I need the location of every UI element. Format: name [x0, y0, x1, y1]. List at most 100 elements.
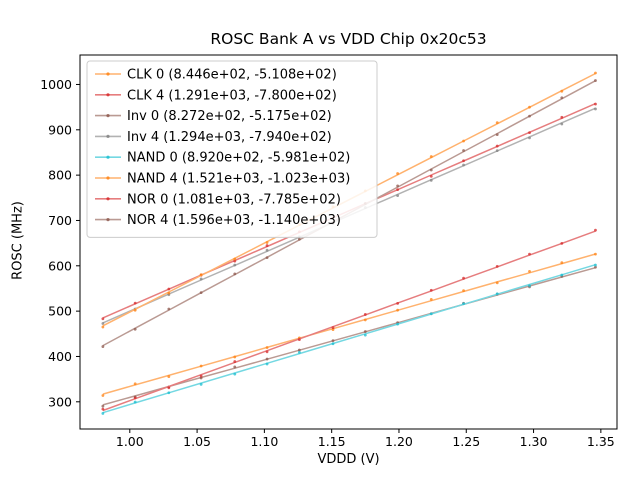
series-marker-CLK-0 [429, 298, 433, 301]
series-marker-CLK-0 [199, 364, 203, 368]
y-tick-label: 700 [48, 213, 72, 228]
series-marker-NOR-4 [396, 184, 400, 188]
series-marker-NOR-0 [495, 264, 499, 268]
legend-label: CLK 4 (1.291e+03, -7.800e+02) [127, 88, 337, 103]
series-line-NOR-0 [102, 230, 596, 412]
series-marker-NOR-0 [167, 386, 171, 390]
series-marker-CLK-4 [429, 174, 433, 178]
series-marker-Inv-0 [233, 365, 237, 369]
series-line-CLK-0 [102, 253, 596, 395]
series-marker-NOR-4 [233, 272, 237, 276]
series-marker-NOR-0 [331, 326, 335, 330]
series-marker-NOR-4 [560, 96, 564, 100]
series-marker-Inv-0 [265, 357, 269, 361]
series-marker-NOR-4 [528, 114, 531, 118]
series-marker-CLK-4 [167, 287, 171, 291]
legend-label: NOR 0 (1.081e+03, -7.785e+02) [127, 192, 341, 207]
series-marker-Inv-4 [233, 263, 237, 267]
series-marker-NAND-0 [101, 412, 105, 415]
y-axis-label: ROSC (MHz) [10, 201, 26, 280]
series-marker-Inv-4 [560, 122, 564, 126]
series-marker-CLK-0 [101, 394, 105, 397]
series-marker-NAND-0 [199, 383, 203, 386]
legend-marker-sample [106, 218, 110, 222]
series-marker-NOR-4 [462, 149, 465, 152]
series-marker-Inv-4 [101, 322, 105, 325]
y-tick-label: 300 [48, 394, 72, 409]
series-marker-CLK-0 [265, 346, 269, 349]
series-marker-NOR-4 [297, 237, 301, 241]
series-marker-CLK-0 [560, 261, 564, 265]
series-marker-NOR-0 [429, 288, 433, 292]
series-marker-NAND-0 [363, 333, 367, 337]
y-tick-label: 800 [48, 168, 72, 183]
series-marker-NAND-4 [167, 291, 171, 295]
series-marker-Inv-4 [594, 107, 597, 111]
series-marker-NAND-4 [462, 139, 465, 143]
x-tick-label: 1.25 [452, 434, 480, 449]
series-marker-NOR-0 [199, 374, 203, 378]
x-tick-label: 1.00 [116, 434, 144, 449]
series-marker-NOR-0 [594, 228, 597, 232]
series-marker-Inv-4 [462, 163, 465, 167]
y-tick-label: 900 [48, 122, 72, 137]
series-marker-NOR-0 [396, 301, 400, 305]
legend-label: NAND 0 (8.920e+02, -5.981e+02) [127, 151, 350, 166]
series-marker-CLK-0 [594, 252, 597, 256]
series-marker-NAND-4 [199, 273, 203, 277]
series-marker-NOR-0 [363, 313, 367, 316]
series-marker-NOR-4 [167, 307, 171, 311]
series-marker-CLK-4 [101, 317, 105, 321]
series-marker-NOR-4 [199, 291, 203, 295]
series-marker-Inv-0 [199, 376, 203, 380]
legend-label: NOR 4 (1.596e+03, -1.140e+03) [127, 213, 341, 228]
series-marker-Inv-4 [429, 178, 433, 182]
series-marker-CLK-4 [528, 131, 531, 134]
legend-label: Inv 4 (1.294e+03, -7.940e+02) [127, 130, 332, 145]
x-axis-label: VDDD (V) [317, 452, 380, 467]
series-marker-Inv-4 [265, 248, 269, 252]
legend-label: NAND 4 (1.521e+03, -1.023e+03) [127, 172, 350, 187]
x-tick-label: 1.15 [318, 434, 346, 449]
series-marker-NAND-0 [265, 362, 269, 366]
y-tick-label: 400 [48, 349, 72, 364]
series-marker-NAND-0 [133, 400, 137, 404]
series-marker-NOR-4 [495, 133, 499, 137]
series-marker-Inv-4 [495, 149, 499, 153]
series-marker-CLK-0 [528, 270, 531, 273]
series-marker-Inv-0 [363, 330, 367, 333]
series-marker-Inv-0 [331, 339, 335, 342]
y-tick-label: 500 [48, 304, 72, 319]
x-tick-label: 1.30 [520, 434, 548, 449]
legend-marker-sample [106, 114, 110, 118]
series-marker-NAND-0 [560, 273, 564, 277]
series-marker-Inv-4 [528, 136, 531, 140]
series-marker-NAND-4 [396, 172, 400, 175]
series-marker-CLK-0 [495, 281, 499, 285]
series-marker-Inv-0 [297, 348, 301, 352]
legend-marker-sample [106, 155, 110, 159]
series-marker-NAND-4 [233, 257, 237, 261]
series-marker-NOR-0 [233, 360, 237, 363]
series-marker-NAND-0 [495, 292, 499, 296]
series-marker-CLK-4 [495, 144, 499, 148]
legend-label: CLK 0 (8.446e+02, -5.108e+02) [127, 68, 337, 83]
series-marker-CLK-4 [133, 301, 137, 305]
series-marker-CLK-0 [331, 328, 335, 331]
series-marker-NOR-4 [101, 345, 105, 348]
y-tick-label: 1000 [40, 77, 72, 92]
legend-label: Inv 0 (8.272e+02, -5.175e+02) [127, 109, 332, 124]
series-marker-NAND-0 [297, 350, 301, 354]
series-marker-Inv-0 [594, 265, 597, 269]
series-marker-NAND-0 [331, 342, 335, 346]
x-tick-label: 1.05 [183, 434, 211, 449]
series-marker-NOR-0 [101, 407, 105, 411]
series-marker-NOR-4 [594, 79, 597, 82]
series-marker-NOR-0 [462, 276, 465, 280]
legend-box [86, 60, 378, 238]
series-marker-NAND-4 [429, 155, 433, 158]
series-marker-NAND-0 [167, 391, 171, 395]
series-marker-NAND-4 [594, 71, 597, 75]
legend-marker-sample [106, 134, 110, 138]
